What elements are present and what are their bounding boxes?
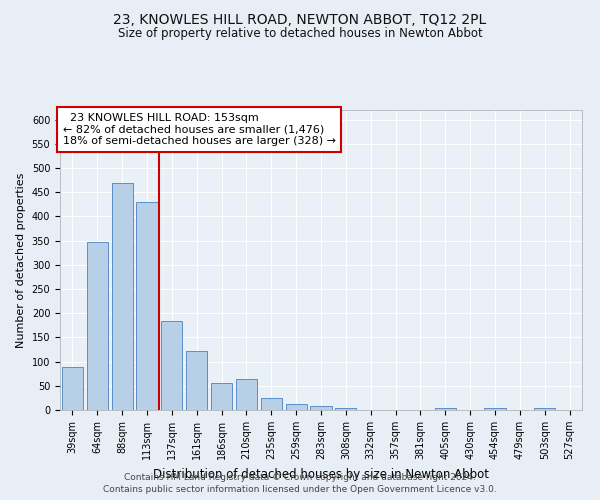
Bar [87, 242, 108, 410]
Y-axis label: Number of detached properties: Number of detached properties [16, 172, 26, 348]
Bar [534, 408, 555, 410]
Bar [435, 408, 456, 410]
Bar [62, 368, 83, 410]
Bar [236, 378, 257, 410]
Bar [186, 351, 207, 410]
Bar [261, 398, 282, 410]
Bar [136, 202, 158, 410]
Bar [484, 408, 506, 410]
Bar [310, 406, 332, 410]
Text: Size of property relative to detached houses in Newton Abbot: Size of property relative to detached ho… [118, 28, 482, 40]
Bar [112, 182, 133, 410]
Text: Contains public sector information licensed under the Open Government Licence v3: Contains public sector information licen… [103, 484, 497, 494]
X-axis label: Distribution of detached houses by size in Newton Abbot: Distribution of detached houses by size … [153, 468, 489, 480]
Bar [161, 322, 182, 410]
Bar [335, 408, 356, 410]
Bar [286, 404, 307, 410]
Text: 23 KNOWLES HILL ROAD: 153sqm
← 82% of detached houses are smaller (1,476)
18% of: 23 KNOWLES HILL ROAD: 153sqm ← 82% of de… [62, 113, 335, 146]
Text: 23, KNOWLES HILL ROAD, NEWTON ABBOT, TQ12 2PL: 23, KNOWLES HILL ROAD, NEWTON ABBOT, TQ1… [113, 12, 487, 26]
Text: Contains HM Land Registry data © Crown copyright and database right 2024.: Contains HM Land Registry data © Crown c… [124, 473, 476, 482]
Bar [211, 384, 232, 410]
